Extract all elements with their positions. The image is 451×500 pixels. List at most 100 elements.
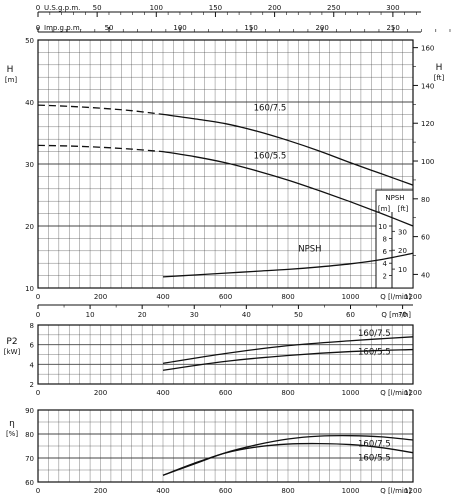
- head-q-m3h-tick-label: 50: [294, 311, 303, 319]
- impgpm-axis-label: Imp.g.p.m.: [44, 24, 82, 32]
- power-q-label: Q [l/min]: [380, 389, 411, 397]
- head-curve-160-7-5-dashed: [37, 104, 164, 116]
- npsh-ft-tick-label: 10: [398, 266, 407, 274]
- npsh-ft-tick-label: 30: [398, 228, 407, 236]
- head-ft-tick-label: 100: [421, 158, 434, 166]
- efficiency-frame: [37, 409, 414, 483]
- head-q-m3h-label: Q [m³/h]: [381, 311, 411, 319]
- power-y-tick-label: 2: [30, 381, 34, 389]
- efficiency-y-axis-unit: [%]: [6, 430, 18, 438]
- head-q-m3h-tick-label: 0: [36, 311, 40, 319]
- npsh-axis-unit-ft: [ft]: [398, 205, 409, 213]
- head-y-axis-label: H: [7, 65, 14, 75]
- efficiency-curve-160-5-5: [162, 442, 414, 476]
- power-q-tick-label: 800: [281, 389, 294, 397]
- head-curve-160-5-5-dashed: [37, 144, 164, 153]
- npsh-axis-box: [375, 189, 414, 289]
- usgpm-tick-label: 200: [268, 4, 281, 12]
- power-frame: [37, 324, 414, 385]
- npsh-m-tick-label: 4: [383, 260, 388, 268]
- head-ft-tick-label: 120: [421, 120, 434, 128]
- efficiency-y-tick-label: 90: [25, 407, 34, 415]
- head-ft-tick-label: 140: [421, 82, 434, 90]
- efficiency-curve-label-160-7-5: 160/7.5: [358, 440, 391, 450]
- power-y-tick-label: 6: [30, 342, 35, 350]
- head-q-m3h-tick-label: 30: [190, 311, 199, 319]
- head-q-lmin-tick-label: 800: [281, 293, 294, 301]
- head-q-lmin-tick-label: 600: [219, 293, 232, 301]
- power-q-tick-label: 400: [156, 389, 169, 397]
- power-q-tick-label: 1200: [404, 389, 422, 397]
- power-curve-160-7-5: [162, 336, 414, 364]
- head-ft-axis-unit: [ft]: [434, 74, 445, 82]
- usgpm-tick-label: 50: [93, 4, 102, 12]
- head-curve-160-5-5: [162, 150, 414, 227]
- impgpm-tick-label: 150: [244, 24, 257, 32]
- impgpm-tick-label: 200: [315, 24, 328, 32]
- head-y-tick-label: 10: [25, 285, 34, 293]
- efficiency-q-tick-label: 1000: [342, 487, 360, 495]
- head-curve-label-160-7-5: 160/7.5: [254, 104, 287, 114]
- head-y-axis-unit: [m]: [5, 76, 18, 84]
- head-q-lmin-tick-label: 200: [94, 293, 107, 301]
- npsh-m-tick-label: 2: [383, 273, 387, 281]
- efficiency-q-tick-label: 600: [219, 487, 232, 495]
- npsh-m-tick-label: 8: [383, 235, 387, 243]
- head-ft-tick-label: 80: [421, 196, 430, 204]
- efficiency-y-tick-label: 60: [25, 479, 34, 487]
- efficiency-q-label: Q [l/min]: [380, 487, 411, 495]
- head-q-m3h-tick-label: 10: [86, 311, 95, 319]
- power-q-tick-label: 200: [94, 389, 107, 397]
- npsh-m-tick-label: 6: [383, 248, 388, 256]
- efficiency-y-tick-label: 80: [25, 431, 34, 439]
- efficiency-y-axis-label: η: [9, 419, 15, 429]
- head-q-lmin-tick-label: 400: [156, 293, 169, 301]
- head-curve-160-7-5: [162, 113, 414, 186]
- impgpm-tick-label: 250: [386, 24, 399, 32]
- head-q-lmin-tick-label: 1200: [404, 293, 422, 301]
- head-curve-npsh: [162, 252, 414, 278]
- impgpm-zero-label: 0: [36, 24, 40, 32]
- usgpm-axis-label: U.S.g.p.m.: [44, 4, 80, 12]
- npsh-axis-title: NPSH: [385, 194, 404, 202]
- efficiency-q-tick-label: 200: [94, 487, 107, 495]
- power-curve-label-160-7-5: 160/7.5: [358, 329, 391, 339]
- head-y-tick-label: 20: [25, 223, 34, 231]
- npsh-m-tick-label: 10: [378, 223, 387, 231]
- head-q-m3h-tick-label: 20: [138, 311, 147, 319]
- head-q-lmin-label: Q [l/min]: [380, 293, 411, 301]
- head-q-m3h-tick-label: 60: [346, 311, 355, 319]
- efficiency-y-tick-label: 70: [25, 455, 34, 463]
- efficiency-q-tick-label: 400: [156, 487, 169, 495]
- head-ft-tick-label: 60: [421, 234, 430, 242]
- efficiency-q-tick-label: 800: [281, 487, 294, 495]
- power-q-tick-label: 0: [36, 389, 40, 397]
- power-q-tick-label: 600: [219, 389, 232, 397]
- usgpm-zero-label: 0: [36, 4, 40, 12]
- power-curve-160-5-5: [162, 348, 414, 371]
- head-q-m3h-tick-label: 40: [242, 311, 251, 319]
- head-frame: [37, 39, 414, 289]
- usgpm-tick-label: 150: [209, 4, 222, 12]
- head-y-tick-label: 40: [25, 99, 34, 107]
- efficiency-q-tick-label: 1200: [404, 487, 422, 495]
- head-ft-tick-label: 40: [421, 271, 430, 279]
- usgpm-tick-label: 300: [386, 4, 399, 12]
- head-q-lmin-tick-label: 0: [36, 293, 40, 301]
- head-q-m3h-tick-label: 70: [398, 311, 407, 319]
- head-y-tick-label: 50: [25, 37, 34, 45]
- power-curve-label-160-5-5: 160/5.5: [358, 348, 391, 358]
- head-ft-axis-label: H: [436, 63, 443, 73]
- usgpm-tick-label: 100: [150, 4, 163, 12]
- npsh-curve-label: NPSH: [298, 244, 321, 254]
- efficiency-q-tick-label: 0: [36, 487, 40, 495]
- npsh-axis-unit-m: [m]: [378, 205, 391, 213]
- efficiency-curve-label-160-5-5: 160/5.5: [358, 453, 391, 463]
- head-y-tick-label: 30: [25, 161, 34, 169]
- impgpm-tick-label: 100: [173, 24, 186, 32]
- head-curve-label-160-5-5: 160/5.5: [254, 151, 287, 161]
- usgpm-tick-label: 250: [327, 4, 340, 12]
- power-y-tick-label: 4: [30, 361, 35, 369]
- power-y-axis-label: P2: [6, 337, 17, 347]
